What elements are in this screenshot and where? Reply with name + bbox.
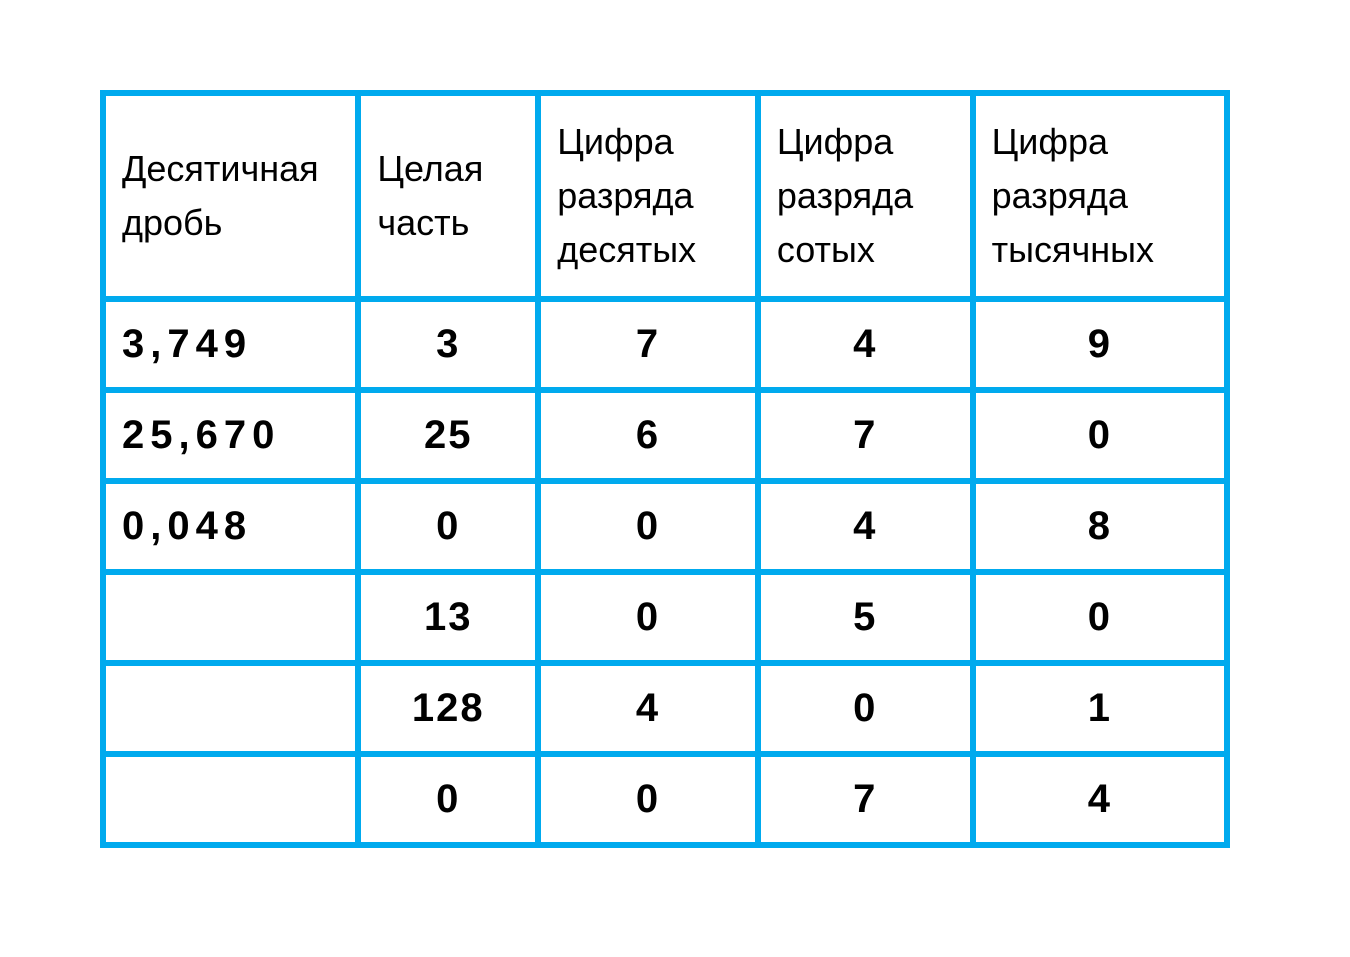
cell-hundredths: 4 xyxy=(761,484,970,569)
table-row: 13 0 5 0 xyxy=(106,575,1224,660)
table-row: 0,048 0 0 4 8 xyxy=(106,484,1224,569)
cell-tenths: 4 xyxy=(541,666,755,751)
cell-decimal: 25,670 xyxy=(106,393,355,478)
col-header-thousandths: Цифра разряда тысячных xyxy=(976,96,1224,296)
cell-integer: 25 xyxy=(361,393,535,478)
cell-decimal: 0,048 xyxy=(106,484,355,569)
col-header-decimal: Десятичная дробь xyxy=(106,96,355,296)
cell-decimal xyxy=(106,575,355,660)
cell-hundredths: 5 xyxy=(761,575,970,660)
table-row: 128 4 0 1 xyxy=(106,666,1224,751)
cell-integer: 0 xyxy=(361,757,535,842)
cell-tenths: 0 xyxy=(541,575,755,660)
col-header-tenths: Цифра разряда десятых xyxy=(541,96,755,296)
decimal-places-table: Десятичная дробь Целая часть Цифра разря… xyxy=(100,90,1230,848)
table-row: 25,670 25 6 7 0 xyxy=(106,393,1224,478)
cell-integer: 0 xyxy=(361,484,535,569)
cell-tenths: 0 xyxy=(541,484,755,569)
table-row: 0 0 7 4 xyxy=(106,757,1224,842)
cell-thousandths: 4 xyxy=(976,757,1224,842)
cell-tenths: 0 xyxy=(541,757,755,842)
cell-tenths: 6 xyxy=(541,393,755,478)
cell-thousandths: 9 xyxy=(976,302,1224,387)
cell-hundredths: 7 xyxy=(761,393,970,478)
cell-thousandths: 1 xyxy=(976,666,1224,751)
cell-hundredths: 7 xyxy=(761,757,970,842)
cell-integer: 3 xyxy=(361,302,535,387)
table-row: 3,749 3 7 4 9 xyxy=(106,302,1224,387)
cell-hundredths: 0 xyxy=(761,666,970,751)
cell-thousandths: 0 xyxy=(976,575,1224,660)
cell-hundredths: 4 xyxy=(761,302,970,387)
table-header-row: Десятичная дробь Целая часть Цифра разря… xyxy=(106,96,1224,296)
cell-decimal: 3,749 xyxy=(106,302,355,387)
cell-integer: 13 xyxy=(361,575,535,660)
col-header-integer: Целая часть xyxy=(361,96,535,296)
cell-tenths: 7 xyxy=(541,302,755,387)
cell-integer: 128 xyxy=(361,666,535,751)
cell-thousandths: 0 xyxy=(976,393,1224,478)
table-body: 3,749 3 7 4 9 25,670 25 6 7 0 0,048 0 0 … xyxy=(106,302,1224,842)
cell-decimal xyxy=(106,666,355,751)
cell-decimal xyxy=(106,757,355,842)
cell-thousandths: 8 xyxy=(976,484,1224,569)
col-header-hundredths: Цифра разряда сотых xyxy=(761,96,970,296)
